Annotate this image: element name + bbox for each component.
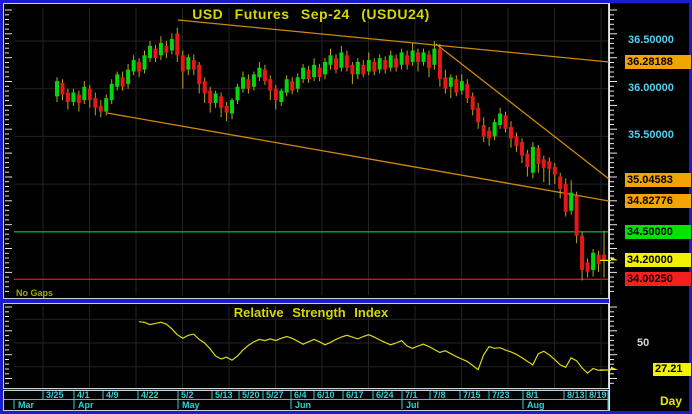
rsi-plot[interactable] (3, 303, 609, 389)
date-scale[interactable] (3, 390, 609, 411)
price-chart-plot[interactable] (3, 3, 609, 299)
price-scale[interactable] (609, 3, 689, 411)
